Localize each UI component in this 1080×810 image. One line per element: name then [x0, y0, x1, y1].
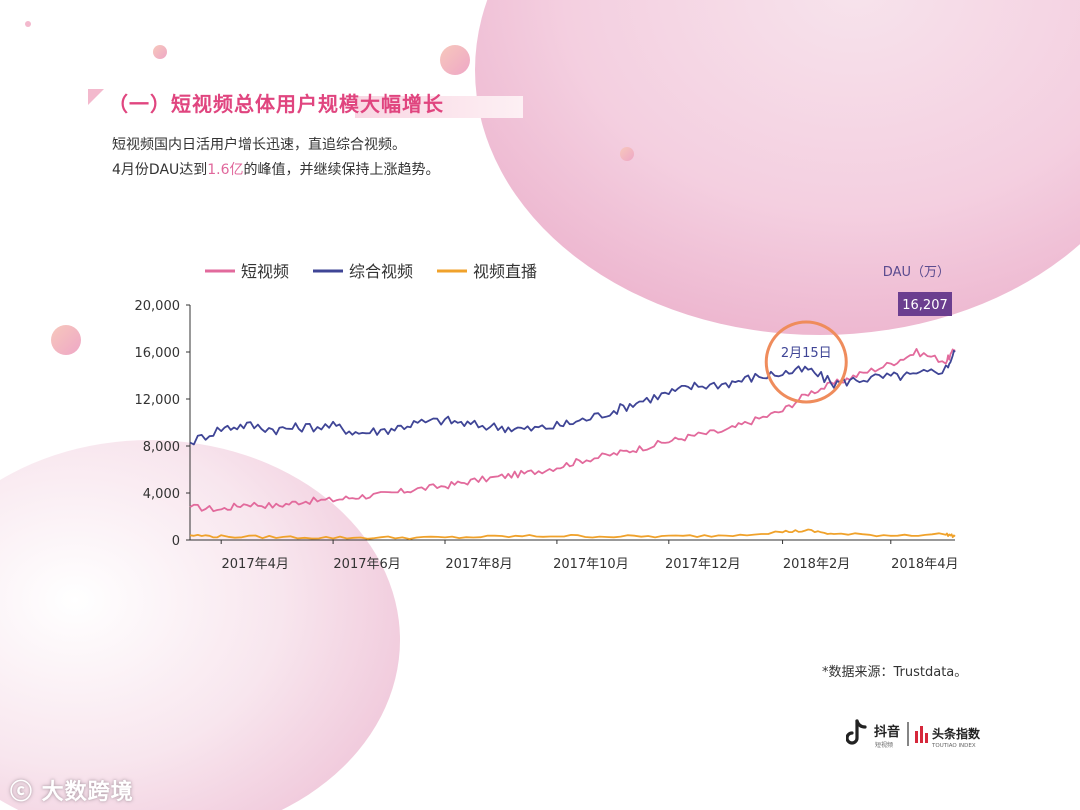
x-axis: 2017年4月 2017年6月 2017年8月 2017年10月 2017年12月 201…: [190, 539, 958, 572]
description-line-2-pre: 4月份DAU达到: [112, 162, 208, 178]
peak-badge-value: 16,207: [902, 298, 948, 313]
y-tick-label: 8,000: [143, 440, 180, 455]
toutiao-index-icon: [915, 726, 928, 743]
series-line-short_video: [189, 348, 956, 513]
footer-logos: 抖音 短视频 头条指数 TOUTIAO INDEX: [846, 719, 981, 749]
x-tick-label: 2017年4月: [222, 557, 289, 572]
legend-label-live_video: 视频直播: [473, 262, 537, 281]
y-tick-label: 16,000: [135, 346, 181, 361]
watermark-text: 大数跨境: [41, 780, 134, 805]
series-lines: [189, 348, 956, 540]
legend-label-general_video: 综合视频: [349, 262, 413, 281]
y-tick-label: 4,000: [143, 487, 180, 502]
x-tick-label: 2017年6月: [333, 557, 400, 572]
toutiao-logo-subtext: TOUTIAO INDEX: [931, 743, 976, 749]
x-tick-label: 2017年10月: [553, 557, 629, 572]
watermark: ⓒ 大数跨境: [10, 774, 134, 806]
description-highlight: 1.6亿: [207, 162, 244, 178]
chart-legend: 短视频 综合视频 视频直播: [205, 262, 537, 281]
description-line-2: 4月份DAU达到1.6亿的峰值，并继续保持上涨趋势。: [112, 159, 440, 179]
title-flag-icon: [88, 89, 104, 105]
annotation-label: 2月15日: [781, 346, 832, 361]
x-tick-label: 2018年2月: [783, 557, 850, 572]
section-title: （一）短视频总体用户规模大幅增长: [108, 92, 444, 116]
series-line-general_video: [189, 349, 956, 446]
douyin-logo-text: 抖音: [874, 724, 900, 740]
annotation-circle: [764, 320, 848, 404]
douyin-logo-subtext: 短视频: [875, 741, 893, 749]
y-tick-label: 20,000: [135, 299, 181, 314]
description-line-2-post: 的峰值，并继续保持上涨趋势。: [243, 162, 440, 178]
x-tick-label: 2017年8月: [445, 557, 512, 572]
title-highlight-bar: [355, 96, 523, 118]
series-line-live_video: [189, 528, 956, 540]
x-tick-label: 2017年12月: [665, 557, 741, 572]
y-axis-unit-label: DAU（万）: [883, 265, 950, 280]
chart-annotations: DAU（万） 16,207 2月15日: [764, 265, 952, 404]
data-source: *数据来源：Trustdata。: [822, 665, 968, 680]
watermark-icon: ⓒ: [10, 780, 42, 805]
x-tick-label: 2018年4月: [891, 557, 958, 572]
description-line-1: 短视频国内日活用户增长迅速，直追综合视频。: [112, 137, 406, 153]
peak-badge: [898, 292, 952, 316]
y-tick-label: 12,000: [135, 393, 181, 408]
y-axis: 0 4,000 8,000 12,000 16,000 20,000: [135, 299, 191, 549]
toutiao-logo-text: 头条指数: [932, 726, 981, 741]
y-tick-label: 0: [172, 534, 180, 549]
legend-label-short_video: 短视频: [241, 262, 289, 281]
douyin-logo-icon: [846, 719, 867, 745]
